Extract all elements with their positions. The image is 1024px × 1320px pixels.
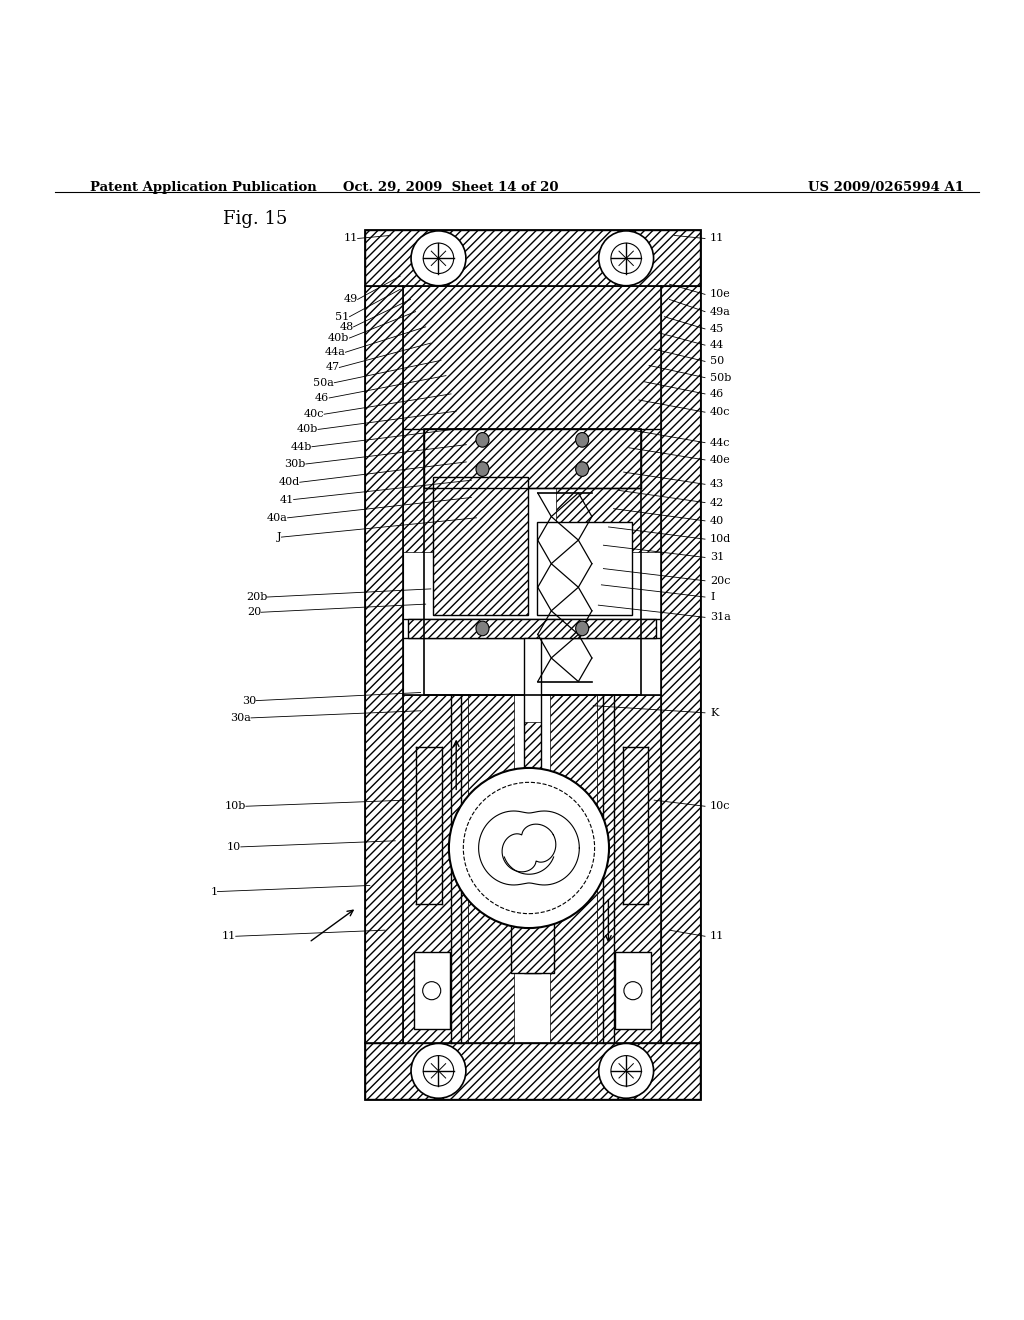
Bar (511, 921, 554, 973)
Bar (597, 694, 662, 1043)
Text: 40b: 40b (328, 333, 349, 343)
Bar (365, 286, 403, 1043)
Text: J: J (276, 532, 282, 543)
Bar (365, 231, 699, 286)
Circle shape (423, 1056, 454, 1086)
Ellipse shape (476, 433, 489, 447)
Text: 11: 11 (710, 234, 724, 243)
Text: 11: 11 (710, 932, 724, 941)
Bar (424, 429, 641, 487)
Text: 31: 31 (710, 552, 724, 562)
Text: 45: 45 (710, 323, 724, 334)
Circle shape (449, 768, 609, 928)
Text: 49a: 49a (710, 306, 731, 317)
Text: 31a: 31a (710, 612, 731, 622)
Text: 10: 10 (226, 842, 241, 851)
Bar (537, 523, 632, 615)
Circle shape (611, 1056, 641, 1086)
Ellipse shape (575, 622, 589, 636)
Text: 50a: 50a (313, 378, 334, 388)
Text: 43: 43 (710, 479, 724, 490)
Text: 11: 11 (343, 234, 357, 243)
Text: 30b: 30b (285, 459, 306, 469)
Bar (432, 477, 528, 615)
Circle shape (624, 982, 642, 999)
Bar (524, 722, 541, 855)
Text: 44b: 44b (291, 442, 312, 451)
Bar (468, 694, 514, 1043)
Text: 47: 47 (326, 363, 339, 372)
Text: K: K (710, 708, 719, 718)
Text: 46: 46 (710, 389, 724, 399)
Text: 11: 11 (221, 932, 236, 941)
Bar (403, 286, 662, 429)
Text: 41: 41 (280, 495, 294, 504)
Circle shape (423, 982, 440, 999)
Circle shape (611, 243, 641, 273)
Text: 44a: 44a (325, 347, 345, 358)
Text: 10d: 10d (710, 535, 731, 544)
Text: US 2009/0265994 A1: US 2009/0265994 A1 (808, 181, 964, 194)
Bar (550, 694, 597, 1043)
Text: 1: 1 (210, 887, 217, 896)
Text: 40e: 40e (710, 455, 731, 465)
Circle shape (599, 1043, 653, 1098)
Text: 49: 49 (343, 294, 357, 305)
Text: 30: 30 (242, 696, 256, 706)
Bar (614, 953, 651, 1030)
Bar (511, 921, 554, 973)
Text: 40c: 40c (303, 409, 325, 420)
Text: 40b: 40b (297, 425, 318, 434)
Bar (524, 638, 541, 973)
Text: 40c: 40c (710, 407, 730, 417)
Text: 46: 46 (315, 393, 329, 403)
Circle shape (411, 1043, 466, 1098)
Ellipse shape (575, 433, 589, 447)
Bar (409, 619, 656, 638)
Text: 40a: 40a (266, 512, 288, 523)
Circle shape (599, 231, 653, 285)
Text: 44: 44 (710, 341, 724, 350)
Circle shape (463, 783, 595, 913)
Bar (556, 286, 662, 552)
Text: 50b: 50b (710, 372, 731, 383)
Text: 10c: 10c (710, 801, 730, 812)
Bar (403, 694, 468, 1043)
Text: 20c: 20c (710, 576, 730, 586)
Bar (365, 1043, 699, 1098)
Circle shape (411, 231, 466, 285)
Text: Oct. 29, 2009  Sheet 14 of 20: Oct. 29, 2009 Sheet 14 of 20 (343, 181, 559, 194)
Text: 20b: 20b (246, 593, 267, 602)
Bar (403, 286, 509, 552)
Text: Fig. 15: Fig. 15 (222, 210, 287, 228)
Text: 30a: 30a (230, 713, 251, 723)
Ellipse shape (575, 462, 589, 477)
Text: 50: 50 (710, 356, 724, 367)
Text: 40d: 40d (279, 478, 300, 487)
Text: I: I (710, 593, 715, 602)
Text: 51: 51 (335, 312, 349, 322)
Bar (414, 953, 450, 1030)
Text: 44c: 44c (710, 438, 730, 447)
Text: 48: 48 (339, 322, 353, 331)
Bar (432, 477, 528, 615)
Text: 40: 40 (710, 516, 724, 525)
Bar (662, 286, 699, 1043)
Text: 20: 20 (247, 607, 261, 618)
Ellipse shape (476, 622, 489, 636)
Text: 10e: 10e (710, 289, 731, 300)
Text: Patent Application Publication: Patent Application Publication (90, 181, 317, 194)
Text: 10b: 10b (224, 801, 246, 812)
Ellipse shape (476, 462, 489, 477)
Bar (424, 429, 641, 694)
Text: 42: 42 (710, 498, 724, 508)
Bar (365, 231, 699, 1098)
Circle shape (423, 243, 454, 273)
